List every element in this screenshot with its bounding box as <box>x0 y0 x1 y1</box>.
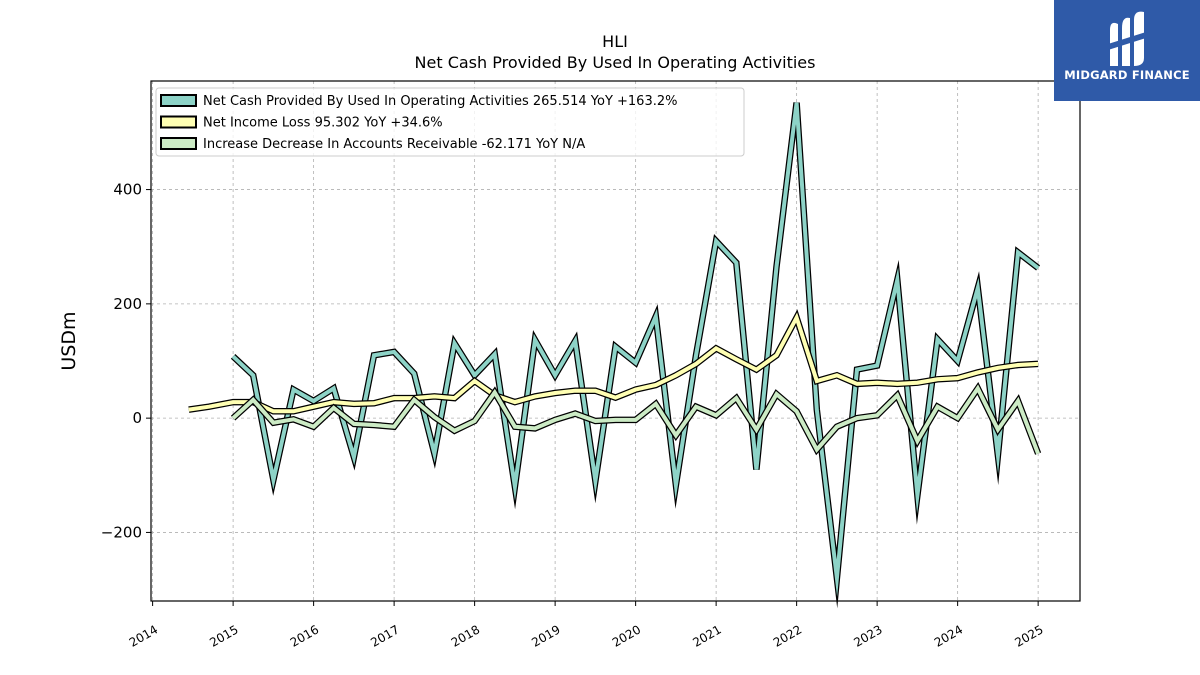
x-tick-label: 2015 <box>207 622 240 649</box>
series-line-0 <box>231 102 1040 597</box>
legend-swatch <box>160 115 197 129</box>
x-tick-label: 2014 <box>127 622 160 649</box>
x-tick-label: 2017 <box>368 622 401 649</box>
series-line-1 <box>188 312 1039 414</box>
legend-entry: Net Income Loss 95.302 YoY +34.6% <box>203 116 443 131</box>
x-tick-label: 2021 <box>690 622 723 649</box>
x-tick-label: 2022 <box>771 622 804 649</box>
legend-entry: Increase Decrease In Accounts Receivable… <box>203 137 585 152</box>
midgard-logo-icon <box>1108 11 1146 66</box>
legend-swatch <box>160 137 197 150</box>
y-tick-label: 0 <box>132 409 142 427</box>
plot-frame <box>150 80 1081 602</box>
plot-series <box>188 102 1042 609</box>
legend: Net Cash Provided By Used In Operating A… <box>155 87 745 157</box>
y-tick-label: 200 <box>113 295 142 313</box>
x-tick-label: 2020 <box>610 622 643 649</box>
brand-logo-box: MIDGARD FINANCE <box>1054 0 1200 101</box>
x-tick-label: 2025 <box>1012 622 1045 649</box>
y-tick-label: 400 <box>113 181 142 199</box>
brand-name: MIDGARD FINANCE <box>1064 68 1190 82</box>
x-tick-label: 2019 <box>529 622 562 649</box>
y-tick-label: −200 <box>101 523 142 541</box>
legend-swatch <box>160 94 197 107</box>
x-tick-label: 2024 <box>932 622 965 649</box>
x-tick-label: 2023 <box>851 622 884 649</box>
series-line-2 <box>231 384 1040 455</box>
y-axis-label: USDm <box>58 311 80 370</box>
legend-box <box>155 87 745 157</box>
chart-title: HLI <box>602 32 628 51</box>
x-tick-label: 2016 <box>288 622 321 649</box>
x-tick-label: 2018 <box>449 622 482 649</box>
chart-subtitle: Net Cash Provided By Used In Operating A… <box>415 53 816 72</box>
legend-entry: Net Cash Provided By Used In Operating A… <box>203 94 677 109</box>
